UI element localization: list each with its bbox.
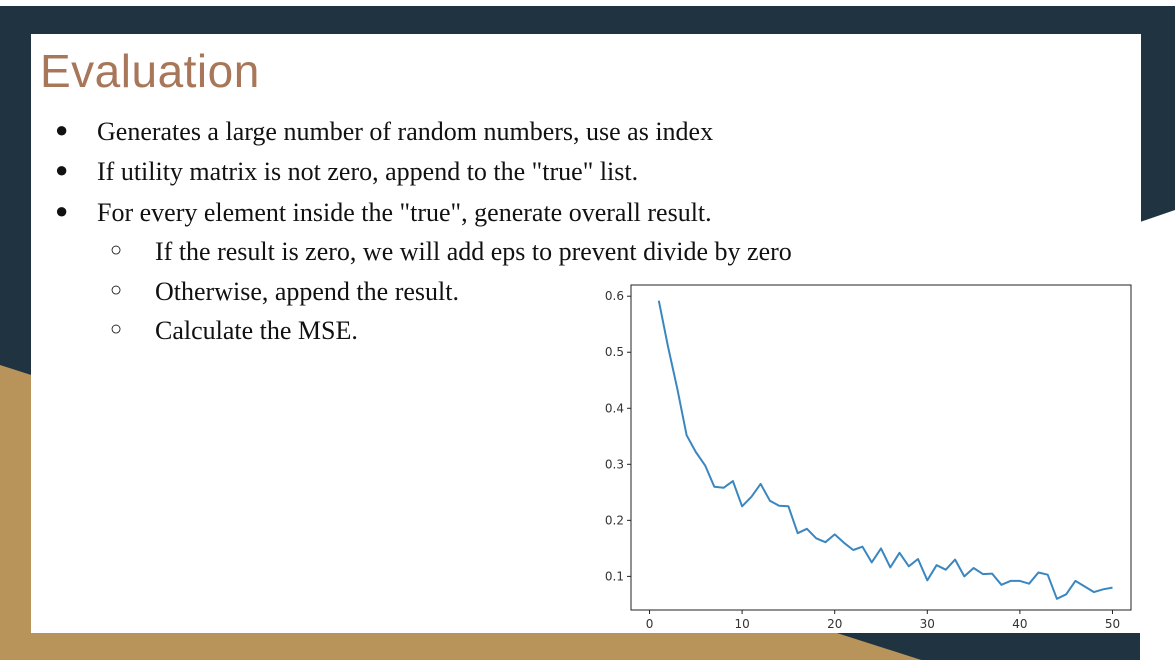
y-tick-label: 0.3 <box>605 457 624 471</box>
y-tick-label: 0.2 <box>605 513 624 527</box>
y-tick-label: 0.6 <box>605 289 624 303</box>
sub-bullet-circle-icon: ○ <box>110 279 123 301</box>
bullet-text: If utility matrix is not zero, append to… <box>97 157 639 186</box>
x-tick-label: 0 <box>646 617 654 631</box>
x-tick-label: 10 <box>734 617 749 631</box>
sub-bullet-text: Calculate the MSE. <box>155 316 358 345</box>
x-tick-label: 40 <box>1012 617 1027 631</box>
y-tick-label: 0.4 <box>605 401 624 415</box>
mse-line-chart: 0.1 0.2 0.3 0.4 0.5 0.6 0 10 20 30 40 50 <box>605 284 1132 631</box>
x-tick-label: 50 <box>1105 617 1120 631</box>
bullet-dot-icon: ● <box>55 117 69 142</box>
x-tick-label: 30 <box>920 617 935 631</box>
x-tick-label: 20 <box>827 617 842 631</box>
y-tick-label: 0.5 <box>605 345 624 359</box>
sub-bullet-text: If the result is zero, we will add eps t… <box>155 237 792 266</box>
bottom-white-strip <box>0 660 1175 666</box>
y-tick-label: 0.1 <box>605 569 624 583</box>
series-line <box>657 300 1113 600</box>
sub-bullet-circle-icon: ○ <box>110 239 123 261</box>
plot-frame <box>630 284 1132 611</box>
sub-bullet-text: Otherwise, append the result. <box>155 277 459 306</box>
slide-title: Evaluation <box>40 45 260 97</box>
bullet-text: For every element inside the "true", gen… <box>97 198 712 227</box>
bullet-dot-icon: ● <box>55 198 69 223</box>
bullet-dot-icon: ● <box>55 157 69 182</box>
bullet-text: Generates a large number of random numbe… <box>97 117 714 146</box>
sub-bullet-circle-icon: ○ <box>110 318 123 340</box>
